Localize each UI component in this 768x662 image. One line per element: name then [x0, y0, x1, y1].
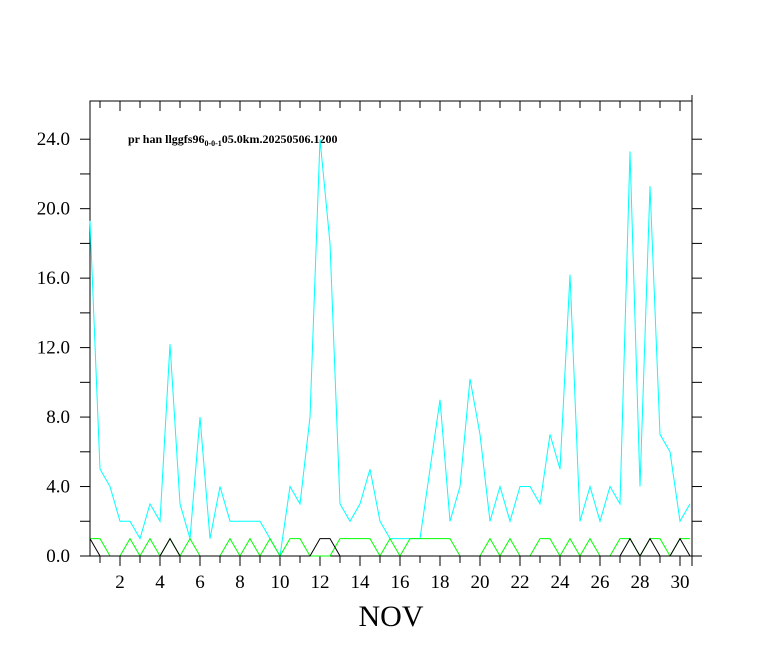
chart-title: pr han llggfs960-0-105.0km.20250506.1200: [128, 132, 337, 148]
title-suffix: 05.0km.20250506.1200: [222, 132, 338, 146]
plot-frame: [89, 100, 693, 557]
x-tick-label: 6: [195, 572, 205, 593]
x-tick-label: 30: [671, 572, 690, 593]
x-tick-label: 28: [631, 572, 650, 593]
x-tick-label: 26: [591, 572, 610, 593]
x-tick-label: 2: [115, 572, 125, 593]
y-tick-label: 4.0: [46, 477, 70, 498]
y-tick-label: 12.0: [37, 338, 70, 359]
x-tick-label: 16: [391, 572, 410, 593]
x-tick-label: 18: [431, 572, 450, 593]
y-tick-label: 24.0: [37, 129, 70, 150]
y-tick-label: 20.0: [37, 199, 70, 220]
y-tick-label: 0.0: [46, 546, 70, 567]
x-tick-label: 12: [311, 572, 330, 593]
x-tick-label: 8: [235, 572, 245, 593]
x-axis-label: NOV: [359, 600, 424, 633]
title-subscript: 0-0-1: [204, 139, 221, 148]
x-tick-label: 22: [511, 572, 530, 593]
y-tick-label: 16.0: [37, 268, 70, 289]
x-tick-label: 10: [271, 572, 290, 593]
x-tick-label: 4: [155, 572, 165, 593]
title-main: pr han llggfs96: [128, 132, 204, 146]
x-tick-label: 20: [471, 572, 490, 593]
series-line: [89, 139, 691, 558]
y-tick-label: 8.0: [46, 407, 70, 428]
x-tick-label: 24: [551, 572, 571, 593]
series-line: [90, 537, 690, 558]
series-line: [89, 537, 691, 558]
x-tick-label: 14: [351, 572, 371, 593]
